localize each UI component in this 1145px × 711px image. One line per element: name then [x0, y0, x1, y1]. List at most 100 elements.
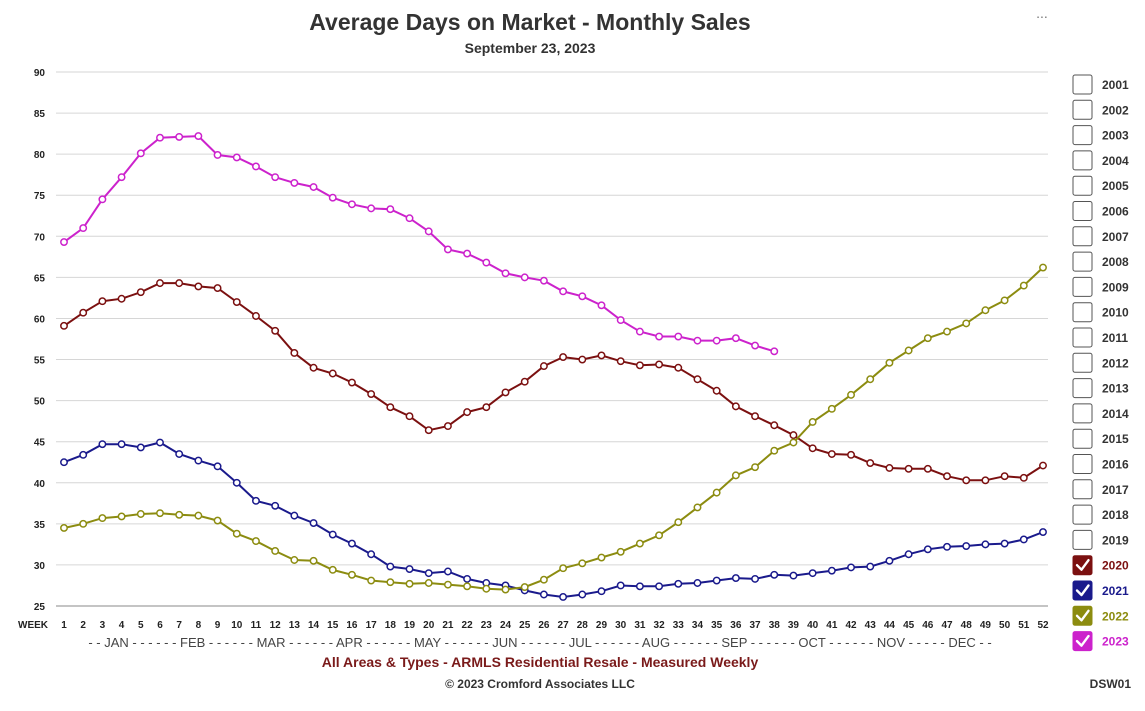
data-point[interactable]	[827, 404, 836, 413]
data-point[interactable]	[328, 530, 337, 539]
data-point[interactable]	[156, 509, 164, 518]
data-point[interactable]	[213, 516, 222, 525]
data-point[interactable]	[117, 512, 126, 521]
legend-item-2022[interactable]: 2022	[1072, 605, 1129, 626]
data-point[interactable]	[885, 358, 894, 367]
data-point[interactable]	[655, 360, 664, 369]
data-point[interactable]	[463, 408, 472, 417]
legend-checkbox[interactable]	[1072, 327, 1093, 348]
data-point[interactable]	[98, 514, 107, 523]
data-point[interactable]	[117, 294, 126, 303]
data-point[interactable]	[309, 556, 318, 565]
data-point[interactable]	[175, 279, 184, 288]
data-point[interactable]	[271, 173, 280, 182]
data-point[interactable]	[923, 464, 932, 473]
legend-checkbox[interactable]	[1072, 403, 1093, 424]
data-point[interactable]	[463, 249, 472, 258]
data-point[interactable]	[175, 450, 184, 458]
legend-checkbox[interactable]	[1072, 378, 1093, 399]
legend-item-2007[interactable]: 2007	[1072, 226, 1129, 247]
data-point[interactable]	[232, 153, 241, 162]
data-point[interactable]	[60, 238, 68, 247]
menu-icon[interactable]: ...	[1036, 5, 1048, 21]
data-point[interactable]	[559, 564, 568, 573]
data-point[interactable]	[367, 390, 376, 398]
data-point[interactable]	[290, 349, 299, 357]
data-point[interactable]	[290, 556, 299, 564]
data-point[interactable]	[693, 503, 702, 512]
legend-checkbox[interactable]	[1072, 251, 1093, 272]
data-point[interactable]	[501, 269, 510, 278]
data-point[interactable]	[559, 287, 568, 296]
data-point[interactable]	[808, 569, 817, 578]
data-point[interactable]	[252, 496, 260, 505]
data-point[interactable]	[635, 361, 644, 370]
legend-checkbox[interactable]	[1072, 479, 1093, 500]
legend-item-2002[interactable]: 2002	[1072, 99, 1129, 120]
data-point[interactable]	[117, 173, 126, 182]
data-point[interactable]	[1039, 263, 1047, 272]
data-point[interactable]	[290, 511, 299, 520]
data-point[interactable]	[712, 576, 721, 585]
data-point[interactable]	[885, 464, 894, 472]
data-point[interactable]	[943, 327, 951, 336]
legend-item-2003[interactable]: 2003	[1072, 125, 1129, 146]
data-point[interactable]	[60, 458, 68, 467]
data-point[interactable]	[559, 353, 568, 362]
data-point[interactable]	[405, 579, 414, 588]
data-point[interactable]	[136, 288, 145, 297]
legend-item-2014[interactable]: 2014	[1072, 403, 1129, 424]
legend-checkbox[interactable]	[1072, 226, 1093, 247]
data-point[interactable]	[520, 583, 529, 592]
legend-item-2005[interactable]: 2005	[1072, 175, 1129, 196]
data-point[interactable]	[194, 132, 203, 141]
data-point[interactable]	[309, 363, 318, 372]
data-point[interactable]	[443, 567, 452, 576]
legend-item-2021[interactable]: 2021	[1072, 580, 1129, 601]
data-point[interactable]	[213, 151, 222, 159]
data-point[interactable]	[232, 478, 241, 487]
data-point[interactable]	[79, 224, 88, 233]
data-point[interactable]	[424, 426, 433, 435]
legend-item-2012[interactable]: 2012	[1072, 352, 1129, 373]
data-point[interactable]	[712, 386, 721, 395]
data-point[interactable]	[578, 590, 587, 599]
data-point[interactable]	[328, 369, 337, 378]
legend-item-2020[interactable]: 2020	[1072, 555, 1129, 576]
data-point[interactable]	[578, 559, 587, 568]
data-point[interactable]	[79, 519, 88, 528]
data-point[interactable]	[539, 362, 548, 371]
data-point[interactable]	[98, 297, 107, 306]
data-point[interactable]	[213, 284, 222, 293]
legend-checkbox[interactable]	[1072, 125, 1093, 146]
legend-item-2004[interactable]: 2004	[1072, 150, 1129, 171]
data-point[interactable]	[635, 539, 644, 548]
data-point[interactable]	[156, 133, 164, 142]
data-point[interactable]	[635, 582, 644, 591]
data-point[interactable]	[693, 579, 702, 587]
data-point[interactable]	[1039, 528, 1047, 537]
data-point[interactable]	[328, 565, 337, 574]
data-point[interactable]	[290, 178, 299, 187]
data-point[interactable]	[79, 450, 88, 459]
data-point[interactable]	[731, 471, 740, 480]
data-point[interactable]	[1039, 461, 1047, 470]
data-point[interactable]	[60, 321, 68, 330]
data-point[interactable]	[194, 456, 203, 465]
data-point[interactable]	[751, 463, 760, 472]
data-point[interactable]	[271, 326, 280, 335]
legend-checkbox[interactable]	[1072, 504, 1093, 525]
data-point[interactable]	[693, 336, 702, 345]
data-point[interactable]	[827, 450, 836, 458]
legend-checkbox[interactable]	[1072, 175, 1093, 196]
data-point[interactable]	[751, 412, 760, 421]
data-point[interactable]	[751, 574, 760, 583]
legend-item-2001[interactable]: 2001	[1072, 74, 1129, 95]
data-point[interactable]	[731, 334, 740, 343]
data-point[interactable]	[232, 298, 241, 306]
data-point[interactable]	[252, 312, 260, 320]
data-point[interactable]	[232, 529, 241, 538]
data-point[interactable]	[655, 332, 664, 341]
data-point[interactable]	[405, 565, 414, 573]
legend-checkbox[interactable]	[1072, 201, 1093, 221]
